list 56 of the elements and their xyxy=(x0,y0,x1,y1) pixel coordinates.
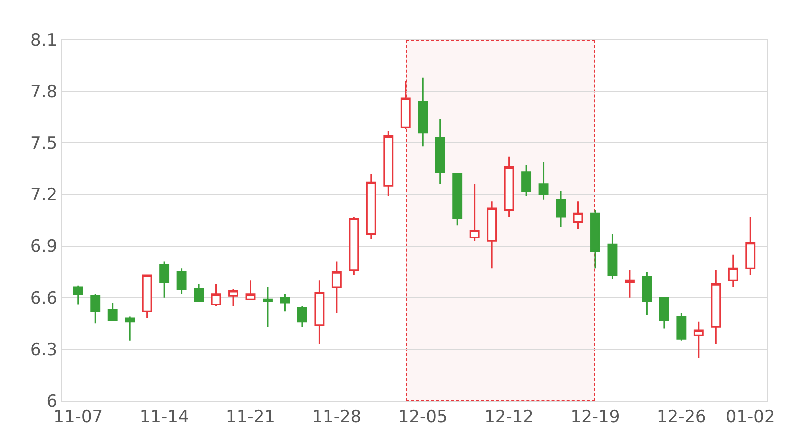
candlestick xyxy=(608,234,618,280)
y-tick-label: 6.9 xyxy=(30,237,58,258)
y-tick-label: 6.6 xyxy=(30,288,58,309)
candlestick xyxy=(728,254,738,288)
candlestick xyxy=(160,261,170,299)
candlestick xyxy=(400,80,411,130)
candlestick xyxy=(556,190,566,228)
candlestick xyxy=(573,200,584,230)
candlestick xyxy=(435,118,446,186)
candlestick xyxy=(711,270,722,346)
x-tick-label: 01-02 xyxy=(726,407,776,428)
candlestick xyxy=(504,156,514,218)
candlestick xyxy=(194,283,204,302)
candlestick xyxy=(108,302,118,321)
candlestick xyxy=(228,288,238,308)
x-tick-label: 11-28 xyxy=(312,407,362,428)
candlestick xyxy=(142,274,152,320)
candlestick xyxy=(522,164,532,198)
candlestick xyxy=(659,297,670,330)
candlestick xyxy=(349,216,360,276)
y-tick-label: 6.3 xyxy=(30,340,58,360)
candlestick xyxy=(746,216,756,276)
candlestick xyxy=(263,286,273,328)
candlestick xyxy=(280,294,290,312)
candlestick xyxy=(470,184,480,242)
candlestick xyxy=(384,130,394,198)
x-tick-label: 12-26 xyxy=(656,407,706,428)
x-tick-label: 11-14 xyxy=(140,407,190,428)
x-tick-label: 11-07 xyxy=(54,407,104,428)
candlestick xyxy=(297,306,308,328)
candlestick xyxy=(590,209,600,270)
candlestick xyxy=(538,161,549,201)
candlestick xyxy=(676,312,687,342)
y-tick-label: 7.8 xyxy=(30,82,58,103)
candlestick xyxy=(366,173,376,240)
y-tick-label: 8.1 xyxy=(30,30,58,51)
candlestick xyxy=(624,270,635,299)
candlestick xyxy=(246,280,256,300)
candlestick xyxy=(314,280,325,346)
x-tick-label: 12-12 xyxy=(484,407,534,428)
candlestick xyxy=(73,285,84,306)
candlestick xyxy=(332,261,342,314)
candlestick xyxy=(694,321,704,359)
candlestick xyxy=(90,294,101,324)
candlestick xyxy=(176,268,187,296)
x-tick-label: 12-05 xyxy=(398,407,448,428)
candlestick xyxy=(211,283,222,308)
x-tick-label: 12-19 xyxy=(570,407,620,428)
candlestick xyxy=(418,77,428,148)
y-tick-label: 7.5 xyxy=(30,134,58,154)
y-tick-label: 7.2 xyxy=(30,186,58,206)
candlestick xyxy=(125,316,136,342)
candlestick xyxy=(642,271,652,316)
candlestick xyxy=(487,200,498,270)
candlestick xyxy=(452,173,463,226)
x-tick-label: 11-21 xyxy=(226,407,276,428)
